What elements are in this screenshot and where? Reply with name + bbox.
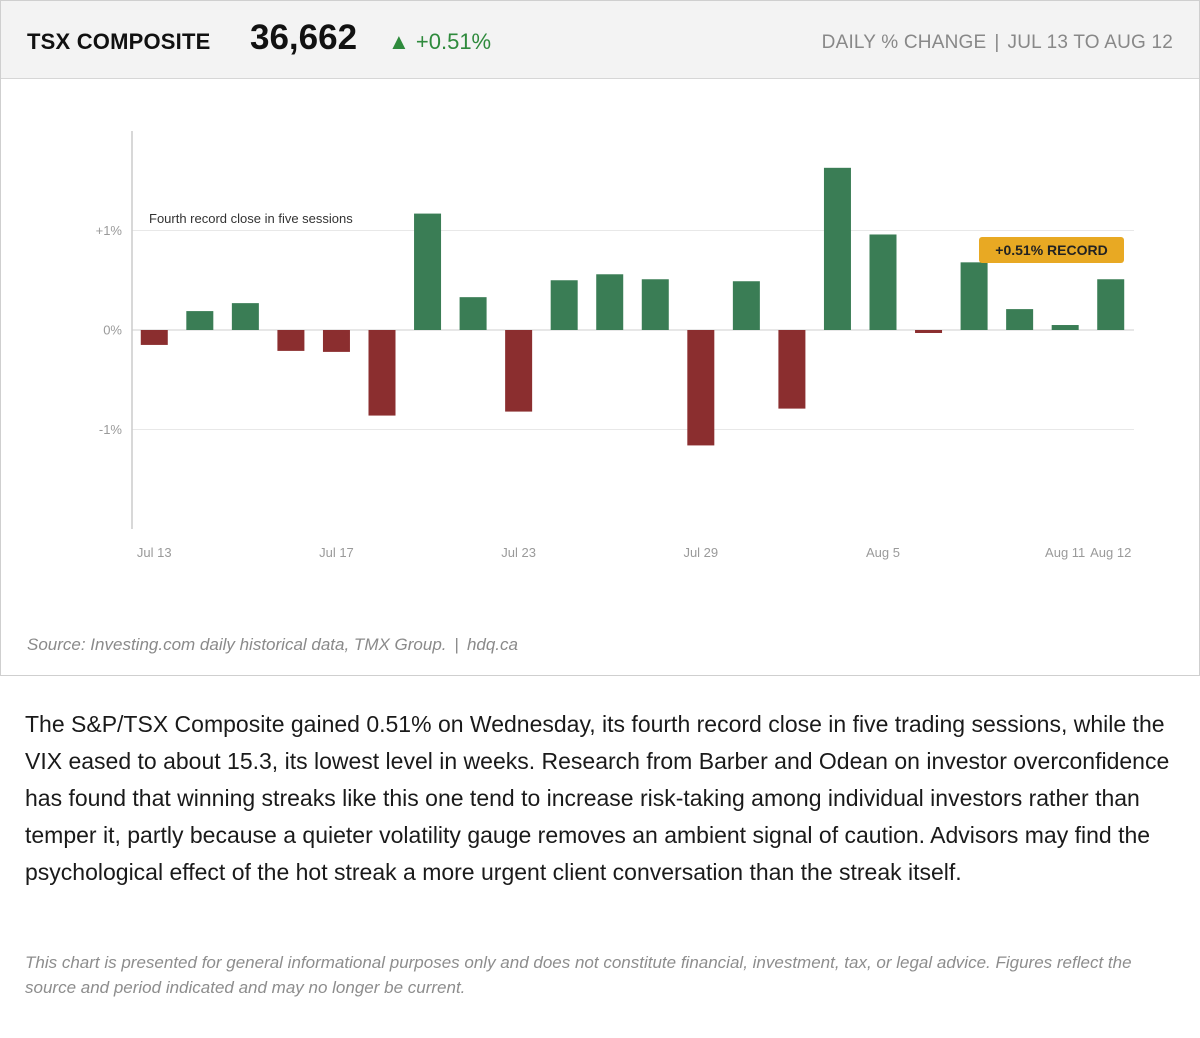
x-tick-label: Jul 17 bbox=[319, 545, 354, 560]
index-change: ▲ +0.51% bbox=[388, 29, 492, 54]
bar bbox=[687, 330, 715, 446]
bar bbox=[231, 303, 259, 330]
bar bbox=[641, 279, 669, 330]
bar bbox=[732, 281, 760, 330]
chart-meta: DAILY % CHANGE | JUL 13 TO AUG 12 bbox=[822, 32, 1173, 54]
bar bbox=[550, 280, 578, 330]
disclaimer: This chart is presented for general info… bbox=[25, 953, 1132, 997]
bar bbox=[1006, 309, 1034, 330]
x-tick-label: Jul 23 bbox=[501, 545, 536, 560]
bar bbox=[322, 330, 350, 352]
bar bbox=[140, 330, 168, 345]
source-site: hdq.ca bbox=[466, 635, 518, 654]
bar bbox=[414, 213, 442, 330]
bar-chart: +1% 0% -1% Jul 13 Jul 17 Jul 23 Jul 29 Aug 5 Aug… bbox=[96, 131, 1134, 560]
bar bbox=[186, 311, 214, 330]
chart-header: TSX COMPOSITE 36,662 ▲ +0.51% DAILY % CH… bbox=[1, 1, 1199, 79]
bar bbox=[823, 167, 851, 330]
x-tick-label: Aug 12 bbox=[1090, 545, 1131, 560]
source-line: Source: Investing.com daily historical d… bbox=[27, 635, 518, 655]
source-text: Source: Investing.com daily historical d… bbox=[27, 635, 447, 654]
bar bbox=[915, 330, 943, 333]
x-tick-label: Aug 5 bbox=[866, 545, 900, 560]
article-paragraph: The S&P/TSX Composite gained 0.51% on We… bbox=[25, 711, 1170, 885]
meta-separator: | bbox=[994, 32, 1000, 53]
bar bbox=[368, 330, 396, 416]
bar bbox=[960, 262, 988, 330]
record-badge bbox=[979, 237, 1124, 263]
bar bbox=[1097, 279, 1125, 330]
bar bbox=[1051, 325, 1079, 330]
metric-label: DAILY % CHANGE bbox=[821, 32, 987, 53]
source-separator: | bbox=[454, 635, 459, 654]
index-value: 36,662 bbox=[250, 18, 358, 57]
y-tick-label: +1% bbox=[96, 223, 123, 238]
period-label: JUL 13 TO AUG 12 bbox=[1007, 32, 1173, 53]
y-tick-label: -1% bbox=[99, 422, 123, 437]
bar bbox=[459, 297, 487, 330]
x-tick-label: Aug 11 bbox=[1045, 545, 1085, 560]
index-name: TSX COMPOSITE bbox=[27, 29, 211, 54]
bar bbox=[778, 330, 806, 409]
chart-annotation: Fourth record close in five sessions bbox=[149, 211, 353, 226]
bar bbox=[277, 330, 305, 351]
x-tick-label: Jul 29 bbox=[683, 545, 718, 560]
x-tick-label: Jul 13 bbox=[137, 545, 172, 560]
bar bbox=[596, 274, 624, 330]
bar bbox=[869, 234, 897, 330]
record-badge-label: +0.51% RECORD bbox=[995, 242, 1107, 258]
y-tick-label: 0% bbox=[103, 323, 122, 338]
bar bbox=[505, 330, 533, 412]
chart-card: TSX COMPOSITE 36,662 ▲ +0.51% DAILY % CH… bbox=[0, 0, 1200, 676]
